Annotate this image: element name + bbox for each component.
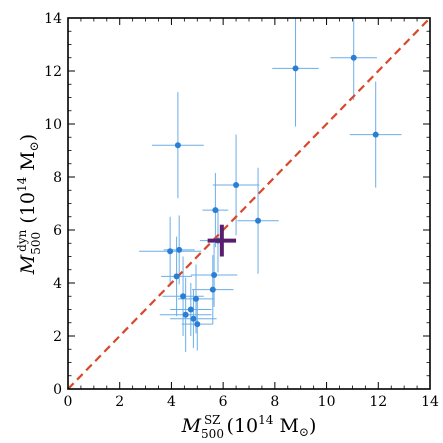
x-tick-label: 8 — [270, 394, 279, 410]
data-point — [187, 306, 194, 313]
x-tick-label: 14 — [421, 394, 439, 410]
y-tick-label: 14 — [44, 11, 62, 27]
data-point — [212, 207, 219, 214]
data-point — [167, 248, 174, 255]
x-label-sun-symbol: ⊙ — [299, 425, 309, 439]
data-point — [350, 54, 357, 61]
data-point — [211, 272, 218, 279]
x-tick-label: 2 — [115, 394, 124, 410]
x-label-superscript: SZ — [204, 413, 221, 427]
x-tick-label: 12 — [369, 394, 387, 410]
y-tick-label: 2 — [53, 329, 62, 345]
x-label-close: ) — [309, 415, 316, 437]
y-label-superscript: dyn — [15, 229, 29, 251]
data-point — [180, 293, 187, 300]
tick-labels-layer: 0 2 4 6 8 10 12 14 0 2 4 6 8 10 12 14 — [44, 11, 439, 410]
y-tick-label: 4 — [53, 276, 62, 292]
points-layer — [167, 54, 379, 328]
data-point — [209, 286, 216, 293]
x-label-symbol: M — [181, 415, 202, 437]
y-label-unit-exponent: 14 — [15, 176, 29, 192]
data-point — [233, 181, 240, 188]
x-tick-label: 10 — [318, 394, 336, 410]
y-label-symbol: M — [17, 254, 39, 275]
y-label-unit-pre: (10 — [17, 192, 39, 230]
y-label-sun-symbol: ⊙ — [27, 141, 41, 151]
x-label-unit-exponent: 14 — [258, 413, 274, 427]
x-label-subscript: 500 — [201, 427, 224, 441]
y-label-subscript: 500 — [29, 232, 43, 255]
data-point — [192, 295, 199, 302]
data-point — [182, 311, 189, 318]
x-axis-label: M500SZ (1014 M⊙) — [181, 413, 317, 441]
x-label-unit: M — [273, 415, 299, 437]
data-point — [173, 273, 180, 280]
data-point — [255, 217, 262, 224]
y-tick-label: 6 — [53, 223, 62, 239]
reference-line — [67, 17, 431, 390]
plot-frame — [67, 17, 431, 390]
data-point — [194, 321, 201, 328]
data-point — [372, 131, 379, 138]
y-label-unit: M — [17, 151, 39, 177]
data-point — [190, 315, 197, 322]
y-tick-label: 10 — [44, 117, 62, 133]
y-label-close: ) — [17, 134, 39, 141]
mean-marker-layer — [207, 224, 237, 257]
x-tick-label: 0 — [64, 394, 73, 410]
data-point — [176, 246, 183, 253]
y-axis-label: M500dyn (1014 M⊙) — [15, 134, 43, 275]
y-tick-label: 12 — [44, 64, 62, 80]
x-tick-label: 6 — [219, 394, 228, 410]
x-label-unit-pre: (10 — [221, 415, 259, 437]
data-point — [292, 65, 299, 72]
y-tick-label: 8 — [53, 170, 62, 186]
plot-area — [67, 17, 431, 390]
x-tick-label: 4 — [167, 394, 176, 410]
data-point — [174, 142, 181, 149]
y-tick-label: 0 — [53, 382, 62, 398]
